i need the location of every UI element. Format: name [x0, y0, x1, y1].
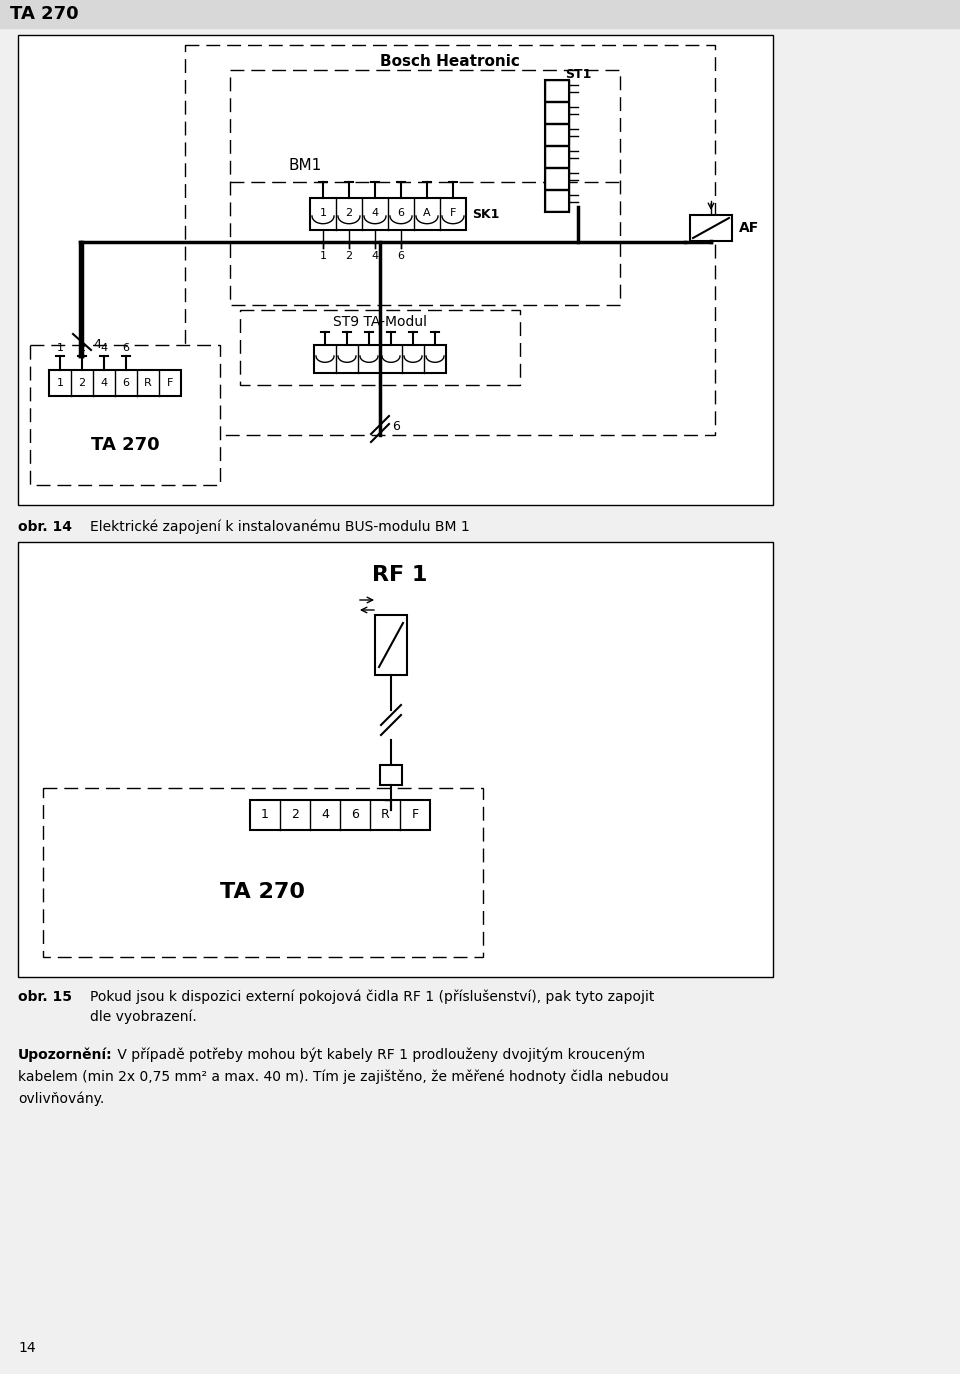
Bar: [185, 45, 715, 436]
Text: 6: 6: [123, 344, 130, 353]
Text: RF 1: RF 1: [372, 565, 428, 585]
Text: 2: 2: [79, 344, 85, 353]
Text: AF: AF: [739, 221, 759, 235]
Text: A: A: [423, 207, 431, 218]
Bar: [240, 311, 520, 385]
Bar: [49, 370, 181, 396]
Bar: [545, 190, 569, 212]
Text: Upozornění:: Upozornění:: [18, 1048, 112, 1062]
Bar: [18, 34, 773, 506]
Bar: [30, 345, 220, 485]
Bar: [0, 0, 960, 27]
Text: 1: 1: [57, 344, 63, 353]
Text: ovlivňovány.: ovlivňovány.: [18, 1092, 105, 1106]
Text: Pokud jsou k dispozici externí pokojová čidla RF 1 (příslušenství), pak tyto zap: Pokud jsou k dispozici externí pokojová …: [90, 991, 655, 1004]
Bar: [18, 541, 773, 977]
Bar: [375, 616, 407, 675]
Text: 4: 4: [372, 207, 378, 218]
Text: 4: 4: [321, 808, 329, 822]
Text: TA 270: TA 270: [10, 5, 79, 23]
Text: R: R: [144, 378, 152, 387]
Text: V případě potřeby mohou být kabely RF 1 prodlouženy dvojitým krouceným: V případě potřeby mohou být kabely RF 1 …: [113, 1048, 645, 1062]
Text: BM1: BM1: [288, 158, 322, 173]
Text: 6: 6: [392, 420, 400, 434]
Bar: [545, 146, 569, 168]
Text: R: R: [380, 808, 390, 822]
Bar: [230, 70, 620, 305]
Text: 6: 6: [351, 808, 359, 822]
Bar: [545, 80, 569, 102]
Text: 6: 6: [397, 207, 404, 218]
Text: F: F: [167, 378, 173, 387]
Text: 2: 2: [346, 251, 352, 261]
Bar: [545, 168, 569, 190]
Text: 1: 1: [320, 207, 326, 218]
Bar: [250, 800, 430, 830]
Text: dle vyobrazení.: dle vyobrazení.: [90, 1010, 197, 1025]
Text: obr. 14: obr. 14: [18, 519, 72, 534]
Text: 6: 6: [397, 251, 404, 261]
Bar: [43, 789, 483, 958]
Text: 2: 2: [79, 378, 85, 387]
Bar: [310, 198, 466, 229]
Bar: [545, 102, 569, 124]
Text: 2: 2: [291, 808, 299, 822]
Text: 4: 4: [101, 378, 108, 387]
Text: 1: 1: [57, 378, 63, 387]
Text: 1: 1: [261, 808, 269, 822]
Text: 4: 4: [101, 344, 108, 353]
Text: Bosch Heatronic: Bosch Heatronic: [380, 54, 520, 69]
Text: TA 270: TA 270: [221, 882, 305, 903]
Bar: [690, 214, 732, 240]
Text: obr. 15: obr. 15: [18, 991, 72, 1004]
Text: Elektrické zapojení k instalovanému BUS-modulu BM 1: Elektrické zapojení k instalovanému BUS-…: [90, 519, 469, 534]
Text: F: F: [450, 207, 456, 218]
Text: ST9 TA-Modul: ST9 TA-Modul: [333, 315, 427, 328]
Bar: [545, 124, 569, 146]
Text: 4: 4: [372, 251, 378, 261]
Bar: [380, 765, 402, 785]
Text: 6: 6: [123, 378, 130, 387]
Text: 1: 1: [320, 251, 326, 261]
Text: 2: 2: [346, 207, 352, 218]
Text: kabelem (min 2x 0,75 mm² a max. 40 m). Tím je zajištěno, že měřené hodnoty čidla: kabelem (min 2x 0,75 mm² a max. 40 m). T…: [18, 1070, 669, 1084]
Text: 4: 4: [93, 338, 101, 352]
Text: SK1: SK1: [472, 209, 499, 221]
Bar: [314, 345, 446, 372]
Text: ST1: ST1: [565, 67, 591, 81]
Text: 14: 14: [18, 1341, 36, 1355]
Text: F: F: [412, 808, 419, 822]
Text: TA 270: TA 270: [90, 436, 159, 453]
